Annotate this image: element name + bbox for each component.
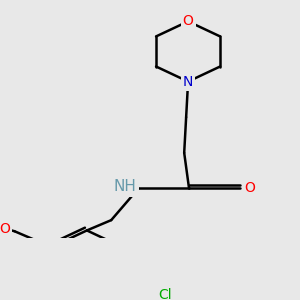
Text: O: O <box>244 182 255 196</box>
Text: N: N <box>183 75 193 88</box>
Text: O: O <box>0 222 10 236</box>
Text: Cl: Cl <box>158 288 172 300</box>
Text: NH: NH <box>113 179 136 194</box>
Text: O: O <box>183 14 194 28</box>
